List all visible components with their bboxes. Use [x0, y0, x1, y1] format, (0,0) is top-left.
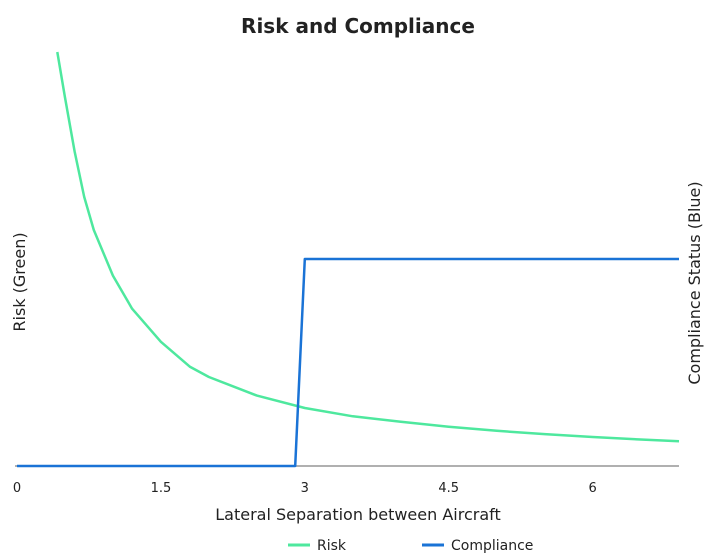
x-tick-labels: 0 1.5 3 4.5 6 — [13, 481, 597, 496]
y-axis-label-right: Compliance Status (Blue) — [685, 181, 704, 384]
legend-label-compliance: Compliance — [451, 538, 533, 554]
chart-title: Risk and Compliance — [241, 14, 475, 38]
legend-label-risk: Risk — [317, 538, 347, 554]
x-tick-label: 4.5 — [438, 481, 459, 496]
x-axis-label: Lateral Separation between Aircraft — [215, 505, 501, 524]
series-line-risk — [56, 51, 680, 443]
legend: Risk Compliance — [288, 538, 533, 554]
y-axis-label-left: Risk (Green) — [10, 232, 29, 331]
x-tick-label: 3 — [301, 481, 309, 496]
series-line-compliance — [17, 257, 679, 468]
x-tick-label: 6 — [589, 481, 597, 496]
x-tick-label: 1.5 — [151, 481, 172, 496]
x-tick-label: 0 — [13, 481, 21, 496]
series-lines — [17, 51, 680, 468]
